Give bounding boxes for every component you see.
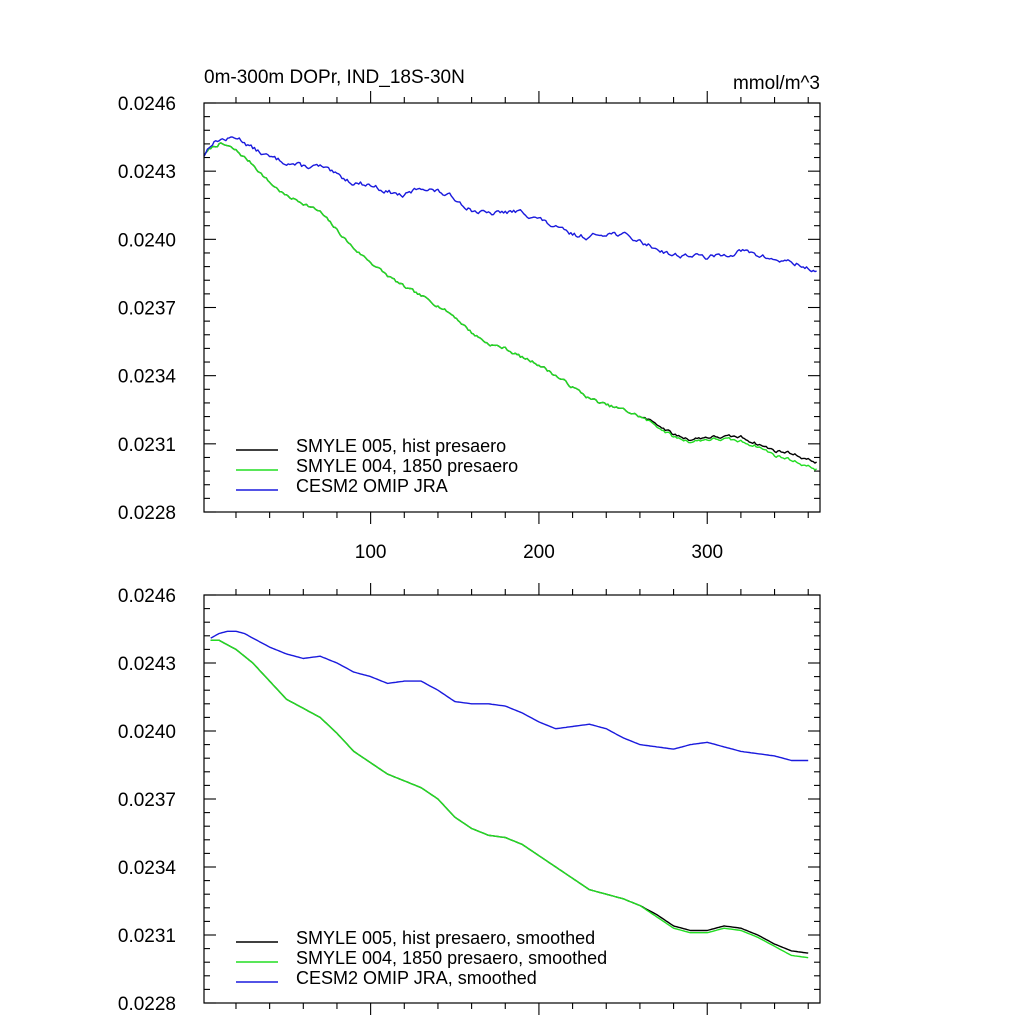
top-panel: 0.0246 0.0243 0.0240 0.0237 0.0234 0.0231 0.02… [118, 67, 821, 563]
series-line-2 [203, 142, 818, 471]
series-line-1 [210, 639, 809, 954]
x-tick-label: 200 [523, 542, 555, 563]
units-label: mmol/m^3 [733, 73, 820, 94]
y-tick-label: 0.0234 [118, 858, 177, 879]
y-tick-label: 0.0234 [118, 367, 177, 388]
legend-label-1: SMYLE 005, hist presaero [296, 436, 506, 456]
legend-label-2: SMYLE 004, 1850 presaero, smoothed [296, 948, 607, 968]
legend-label-2: SMYLE 004, 1850 presaero [296, 456, 518, 476]
series-line-3 [203, 136, 817, 273]
y-tick-label: 0.0231 [118, 926, 176, 947]
y-tick-label: 0.0237 [118, 299, 176, 320]
y-tick-label: 0.0243 [118, 162, 176, 183]
series-line-2 [210, 639, 809, 959]
legend-label-3: CESM2 OMIP JRA [296, 476, 448, 496]
y-tick-label: 0.0237 [118, 790, 176, 811]
legend-label-3: CESM2 OMIP JRA, smoothed [296, 968, 537, 988]
y-tick-label: 0.0246 [118, 586, 176, 607]
y-tick-label: 0.0228 [118, 994, 176, 1015]
x-tick-label: 100 [355, 542, 387, 563]
y-tick-label: 0.0231 [118, 435, 176, 456]
series-line-3 [210, 630, 809, 762]
y-tick-label: 0.0240 [118, 722, 176, 743]
x-tick-label: 300 [691, 542, 723, 563]
chart-title: 0m-300m DOPr, IND_18S-30N [204, 67, 465, 88]
series-line-1 [203, 142, 817, 464]
y-tick-label: 0.0240 [118, 230, 176, 251]
bottom-panel: 0.0246 0.0243 0.0240 0.0237 0.0234 0.0231 0.02… [118, 583, 821, 1015]
y-tick-label: 0.0228 [118, 503, 176, 524]
y-tick-label: 0.0246 [118, 94, 176, 115]
y-tick-label: 0.0243 [118, 654, 176, 675]
legend-label-1: SMYLE 005, hist presaero, smoothed [296, 928, 595, 948]
